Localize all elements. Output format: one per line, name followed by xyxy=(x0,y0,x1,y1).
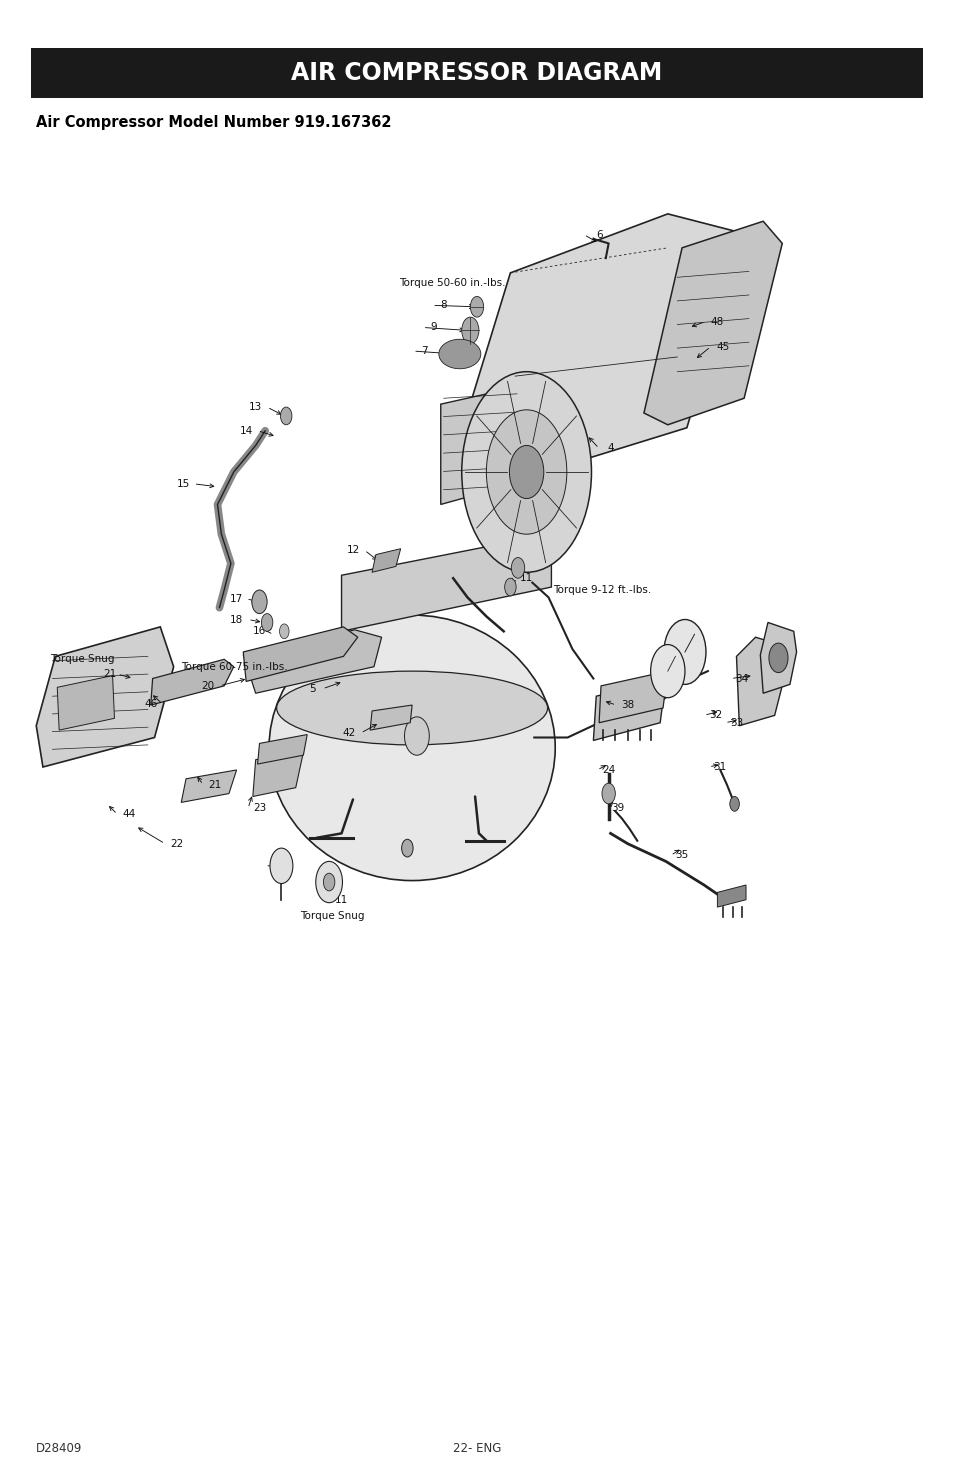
Polygon shape xyxy=(181,770,236,802)
Polygon shape xyxy=(243,627,357,681)
Polygon shape xyxy=(36,627,173,767)
Text: 45: 45 xyxy=(716,342,729,351)
Polygon shape xyxy=(598,671,667,723)
Text: 13: 13 xyxy=(249,403,262,412)
Text: 33: 33 xyxy=(729,718,742,727)
Circle shape xyxy=(252,590,267,614)
Circle shape xyxy=(511,558,524,578)
Circle shape xyxy=(279,624,289,639)
Ellipse shape xyxy=(438,339,480,369)
Polygon shape xyxy=(151,659,233,705)
Polygon shape xyxy=(372,549,400,572)
Text: 22: 22 xyxy=(170,839,183,848)
Text: 21: 21 xyxy=(103,670,116,678)
Text: AIR COMPRESSOR DIAGRAM: AIR COMPRESSOR DIAGRAM xyxy=(291,60,662,86)
Polygon shape xyxy=(57,676,114,730)
Polygon shape xyxy=(593,678,665,740)
Text: Torque Snug: Torque Snug xyxy=(299,912,364,920)
Text: Torque 50-60 in.-lbs.: Torque 50-60 in.-lbs. xyxy=(398,279,505,288)
Text: 48: 48 xyxy=(710,317,723,326)
Ellipse shape xyxy=(486,410,566,534)
Polygon shape xyxy=(736,637,786,726)
Text: 25: 25 xyxy=(270,861,283,870)
Text: 24: 24 xyxy=(601,766,615,774)
Text: 36: 36 xyxy=(679,645,693,653)
Text: 20: 20 xyxy=(201,681,214,690)
Text: 6: 6 xyxy=(596,230,601,239)
Text: 43: 43 xyxy=(319,878,333,886)
Text: 14: 14 xyxy=(239,426,253,435)
FancyBboxPatch shape xyxy=(31,47,922,97)
Polygon shape xyxy=(243,630,381,693)
Text: 44: 44 xyxy=(122,810,135,819)
Circle shape xyxy=(601,783,615,804)
Text: 21: 21 xyxy=(208,780,221,789)
Text: Torque 9-12 ft.-lbs.: Torque 9-12 ft.-lbs. xyxy=(553,586,651,594)
Polygon shape xyxy=(257,735,307,764)
Circle shape xyxy=(270,848,293,884)
Ellipse shape xyxy=(276,671,547,745)
Text: 12: 12 xyxy=(346,546,359,555)
Text: 35: 35 xyxy=(675,851,688,860)
Text: 22- ENG: 22- ENG xyxy=(453,1443,500,1454)
Text: Air Compressor Model Number 919.167362: Air Compressor Model Number 919.167362 xyxy=(36,115,392,130)
Circle shape xyxy=(323,873,335,891)
Text: 18: 18 xyxy=(230,615,243,624)
Text: Torque 60-75 in.-lbs.: Torque 60-75 in.-lbs. xyxy=(181,662,288,671)
Circle shape xyxy=(663,620,705,684)
Circle shape xyxy=(261,614,273,631)
Circle shape xyxy=(768,643,787,673)
Ellipse shape xyxy=(461,372,591,572)
Text: 9: 9 xyxy=(431,323,436,332)
Text: 23: 23 xyxy=(253,804,266,813)
Polygon shape xyxy=(717,885,745,907)
Polygon shape xyxy=(370,705,412,730)
Text: 39: 39 xyxy=(611,804,624,813)
Text: 15: 15 xyxy=(176,479,190,488)
Circle shape xyxy=(401,839,413,857)
Polygon shape xyxy=(253,752,303,796)
Polygon shape xyxy=(467,214,753,494)
Polygon shape xyxy=(440,386,519,504)
Text: 37: 37 xyxy=(665,670,679,678)
Circle shape xyxy=(509,445,543,499)
Text: 11: 11 xyxy=(335,895,348,904)
Text: 4: 4 xyxy=(607,444,613,453)
Text: 10: 10 xyxy=(534,553,547,562)
Polygon shape xyxy=(760,622,796,693)
Text: 31: 31 xyxy=(713,763,726,771)
Circle shape xyxy=(461,317,478,344)
Text: 7: 7 xyxy=(421,347,427,355)
Circle shape xyxy=(404,717,429,755)
Text: D28409: D28409 xyxy=(36,1443,83,1454)
Text: 42: 42 xyxy=(342,729,355,738)
Ellipse shape xyxy=(269,615,555,881)
Circle shape xyxy=(280,407,292,425)
Text: Torque Snug: Torque Snug xyxy=(51,655,115,664)
Circle shape xyxy=(470,296,483,317)
Text: 5: 5 xyxy=(310,684,315,693)
Circle shape xyxy=(315,861,342,903)
Text: 34: 34 xyxy=(735,674,748,683)
Text: 17: 17 xyxy=(230,594,243,603)
Polygon shape xyxy=(643,221,781,425)
Text: 46: 46 xyxy=(144,699,157,708)
Circle shape xyxy=(504,578,516,596)
Circle shape xyxy=(729,796,739,811)
Text: 38: 38 xyxy=(620,701,634,709)
Circle shape xyxy=(650,645,684,698)
Text: 16: 16 xyxy=(253,627,266,636)
Text: 11: 11 xyxy=(519,574,533,583)
Text: 8: 8 xyxy=(440,301,446,310)
Polygon shape xyxy=(341,534,551,631)
Text: 32: 32 xyxy=(708,711,721,720)
